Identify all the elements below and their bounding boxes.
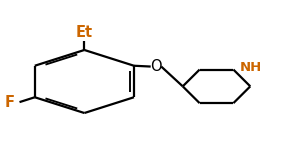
Text: F: F [4, 95, 14, 110]
Text: Et: Et [76, 25, 93, 40]
Text: NH: NH [240, 61, 262, 74]
Text: O: O [150, 59, 162, 74]
